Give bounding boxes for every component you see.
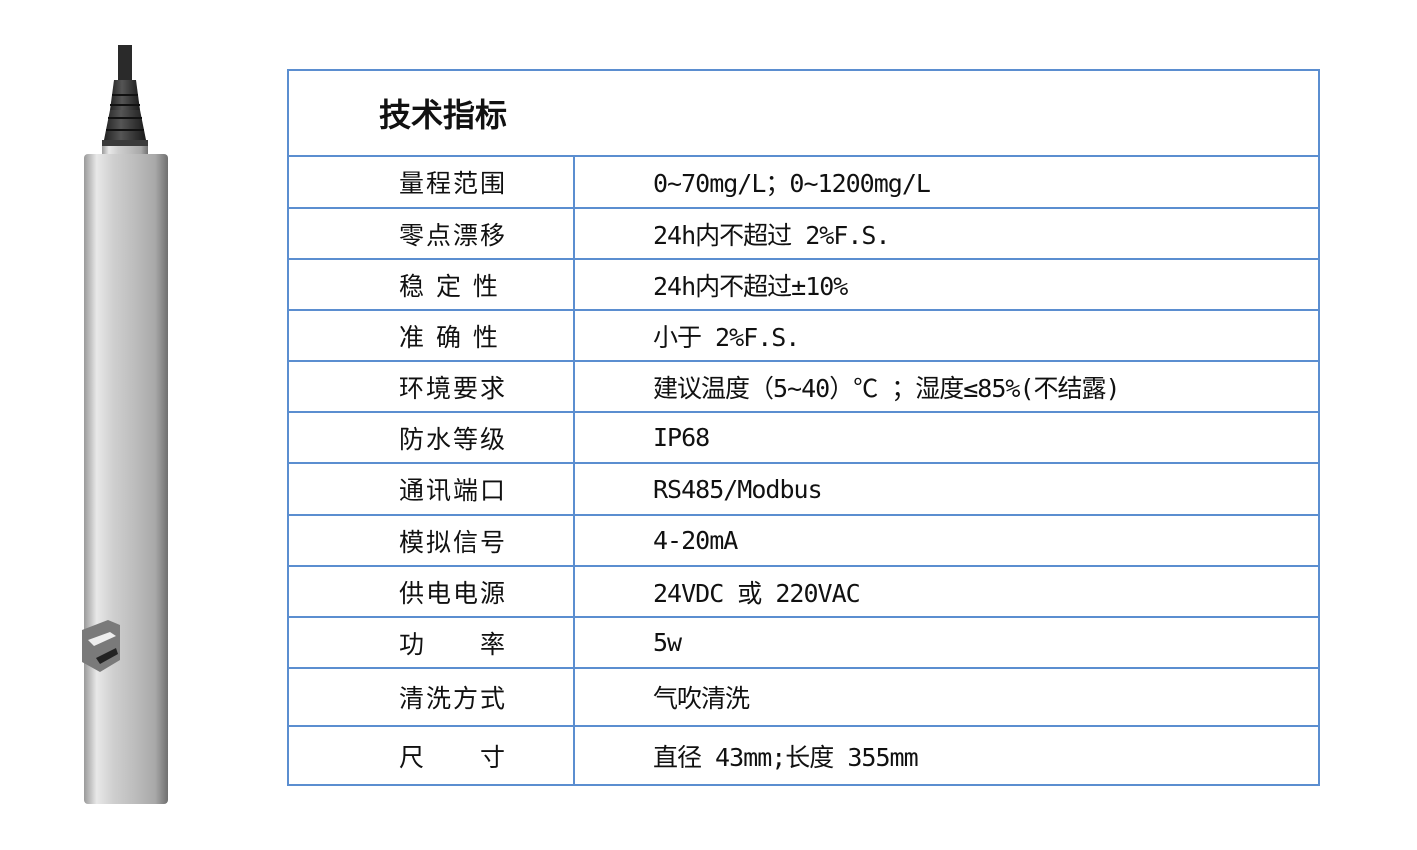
- spec-value: 4-20mA: [573, 514, 1320, 567]
- spec-value: 建议温度（5~40）℃ ；湿度≤85%(不结露): [573, 360, 1320, 413]
- spec-label: 清洗方式: [287, 667, 575, 727]
- table-row: 环境要求 建议温度（5~40）℃ ；湿度≤85%(不结露): [287, 360, 1320, 413]
- spec-label: 防水等级: [287, 411, 575, 464]
- table-row: 量程范围 0~70mg/L；0~1200mg/L: [287, 155, 1320, 209]
- table-row: 模拟信号 4-20mA: [287, 514, 1320, 567]
- spec-label: 量程范围: [287, 155, 575, 209]
- table-row: 供电电源 24VDC 或 220VAC: [287, 565, 1320, 618]
- spec-value: 24h内不超过±10%: [573, 258, 1320, 311]
- spec-value: 小于 2%F.S.: [573, 309, 1320, 362]
- table-row: 尺 寸直径 43mm;长度 355mm: [287, 725, 1320, 786]
- table-row: 准 确 性小于 2%F.S.: [287, 309, 1320, 362]
- spec-value: 24VDC 或 220VAC: [573, 565, 1320, 618]
- table-row: 零点漂移 24h内不超过 2%F.S.: [287, 207, 1320, 260]
- spec-value: 气吹清洗: [573, 667, 1320, 727]
- spec-value: 5w: [573, 616, 1320, 669]
- spec-label: 功 率: [287, 616, 575, 669]
- spec-value: IP68: [573, 411, 1320, 464]
- spec-value: 0~70mg/L；0~1200mg/L: [573, 155, 1320, 209]
- spec-label: 供电电源: [287, 565, 575, 618]
- spec-label: 零点漂移: [287, 207, 575, 260]
- table-title: 技术指标: [287, 69, 1320, 157]
- spec-label: 环境要求: [287, 360, 575, 413]
- spec-label: 准 确 性: [287, 309, 575, 362]
- table-row: 稳 定 性 24h内不超过±10%: [287, 258, 1320, 311]
- spec-value: 24h内不超过 2%F.S.: [573, 207, 1320, 260]
- table-row: 清洗方式 气吹清洗: [287, 667, 1320, 727]
- spec-label: 模拟信号: [287, 514, 575, 567]
- table-row: 功 率 5w: [287, 616, 1320, 669]
- table-row: 通讯端口 RS485/Modbus: [287, 462, 1320, 516]
- spec-label: 稳 定 性: [287, 258, 575, 311]
- spec-value: RS485/Modbus: [573, 462, 1320, 516]
- table-title-row: 技术指标: [287, 69, 1320, 157]
- spec-label: 尺 寸: [287, 725, 575, 786]
- table-row: 防水等级 IP68: [287, 411, 1320, 464]
- spec-table: 技术指标 量程范围 0~70mg/L；0~1200mg/L 零点漂移 24h内不超过…: [287, 69, 1320, 786]
- spec-value: 直径 43mm;长度 355mm: [573, 725, 1320, 786]
- spec-label: 通讯端口: [287, 462, 575, 516]
- sensor-probe-image: [82, 45, 168, 804]
